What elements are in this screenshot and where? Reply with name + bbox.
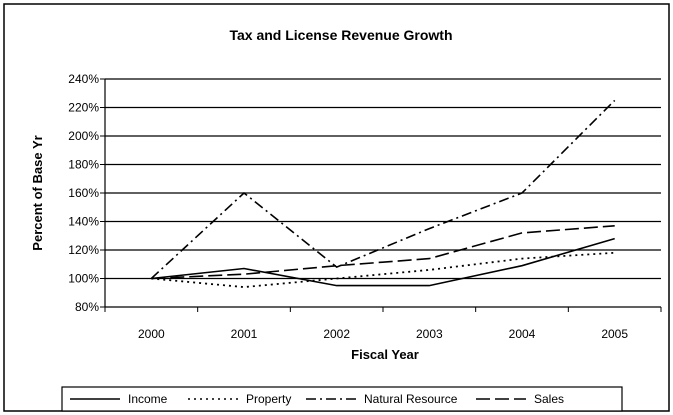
y-tick-label: 120% bbox=[68, 243, 99, 257]
chart-border bbox=[3, 3, 670, 412]
series-line-sales bbox=[151, 225, 615, 280]
legend-label: Property bbox=[246, 392, 291, 406]
legend: Income Property Natural Resource Sales bbox=[61, 386, 623, 412]
y-tick-label: 240% bbox=[68, 72, 99, 86]
x-tick-label: 2003 bbox=[416, 327, 443, 341]
x-tick-label: 2002 bbox=[323, 327, 350, 341]
y-tick-label: 140% bbox=[68, 215, 99, 229]
series-line-income bbox=[151, 237, 615, 287]
y-tick-label: 160% bbox=[68, 186, 99, 200]
gridlines bbox=[105, 78, 661, 280]
x-axis-label: Fiscal Year bbox=[351, 347, 419, 362]
legend-label: Natural Resource bbox=[364, 392, 458, 406]
legend-label: Income bbox=[128, 392, 168, 406]
y-tick-label: 200% bbox=[68, 129, 99, 143]
x-tick-label: 2005 bbox=[601, 327, 628, 341]
y-tick-label: 100% bbox=[68, 272, 99, 286]
y-tick-label: 80% bbox=[75, 300, 99, 314]
x-tick-label: 2004 bbox=[509, 327, 536, 341]
y-axis-label: Percent of Base Yr bbox=[30, 135, 45, 250]
y-tick-label: 220% bbox=[68, 101, 99, 115]
y-tick-label: 180% bbox=[68, 158, 99, 172]
x-tick-label: 2001 bbox=[231, 327, 258, 341]
legend-label: Sales bbox=[534, 392, 564, 406]
chart-title: Tax and License Revenue Growth bbox=[229, 27, 452, 43]
series-line-natural-resource bbox=[150, 99, 616, 280]
series-lines bbox=[150, 99, 616, 289]
axes: 80% 100% 120% 140% 160% 180% 200% 220% 240% 2000 2… bbox=[68, 72, 662, 341]
x-tick-label: 2000 bbox=[138, 327, 165, 341]
